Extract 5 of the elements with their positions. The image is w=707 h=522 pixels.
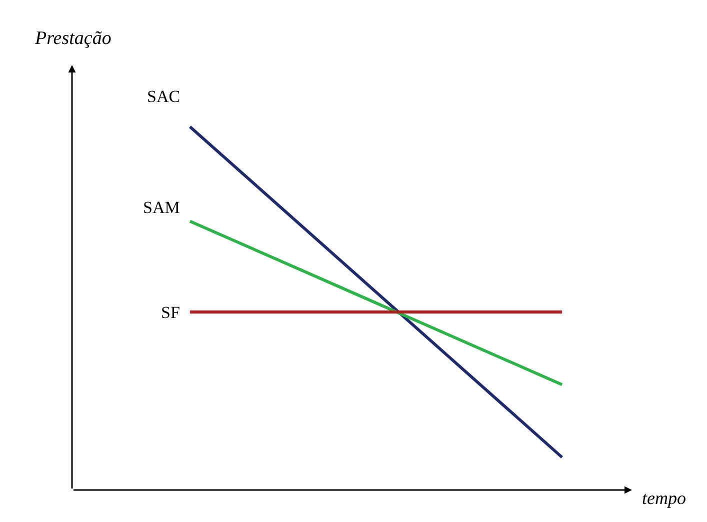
- x-axis-title: tempo: [642, 488, 686, 508]
- series-label: SAC: [147, 87, 180, 106]
- y-axis-title: Prestação: [34, 28, 112, 49]
- series-label: SF: [161, 303, 180, 322]
- series-label: SAM: [143, 198, 180, 217]
